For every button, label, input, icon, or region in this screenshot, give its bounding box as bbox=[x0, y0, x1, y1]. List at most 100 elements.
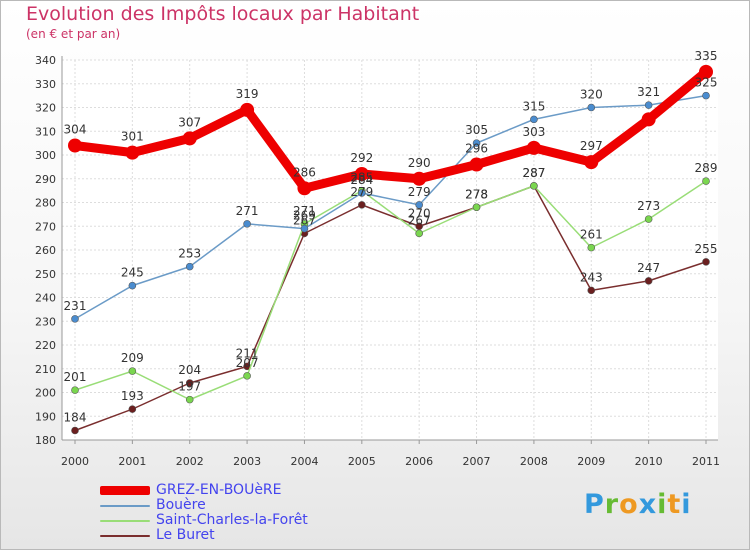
data-label: 209 bbox=[121, 351, 144, 365]
data-label: 269 bbox=[293, 209, 316, 223]
logo-letter: i bbox=[681, 489, 692, 520]
data-label: 231 bbox=[64, 299, 87, 313]
data-label: 289 bbox=[695, 161, 718, 175]
legend-item: Bouère bbox=[100, 498, 308, 513]
y-tick-label: 270 bbox=[35, 220, 56, 233]
data-label: 271 bbox=[293, 204, 316, 218]
series-line-0 bbox=[70, 67, 711, 193]
data-point bbox=[71, 386, 79, 394]
y-tick-label: 300 bbox=[35, 149, 56, 162]
data-label: 184 bbox=[64, 411, 87, 425]
data-point bbox=[699, 64, 713, 79]
data-label: 253 bbox=[178, 247, 201, 261]
series-line-1 bbox=[74, 94, 707, 320]
data-point bbox=[71, 426, 79, 435]
data-point bbox=[300, 224, 309, 233]
data-point bbox=[644, 215, 653, 223]
legend-label: Saint-Charles-la-Forêt bbox=[156, 512, 308, 528]
x-tick-label: 2011 bbox=[692, 455, 720, 468]
data-point bbox=[354, 167, 369, 181]
data-point bbox=[243, 220, 251, 228]
series bbox=[68, 64, 713, 435]
data-point bbox=[530, 115, 538, 124]
legend-item: GREZ-EN-BOUèRE bbox=[100, 483, 308, 498]
data-label: 270 bbox=[408, 206, 431, 220]
x-tick-label: 2002 bbox=[176, 455, 204, 468]
series-line-2 bbox=[74, 180, 707, 401]
x-tick-label: 2010 bbox=[635, 455, 663, 468]
legend-label: GREZ-EN-BOUèRE bbox=[156, 482, 282, 498]
data-label: 207 bbox=[236, 356, 259, 370]
data-label: 204 bbox=[178, 363, 201, 377]
data-point bbox=[415, 201, 423, 209]
data-point bbox=[125, 145, 140, 160]
data-point bbox=[358, 201, 366, 209]
data-label: 245 bbox=[121, 266, 144, 280]
y-tick-label: 240 bbox=[35, 292, 56, 305]
data-label: 211 bbox=[236, 346, 259, 360]
data-label: 319 bbox=[236, 87, 259, 101]
x-tick-label: 2003 bbox=[233, 455, 261, 468]
data-label: 304 bbox=[64, 123, 87, 137]
data-point bbox=[644, 277, 653, 285]
data-label: 279 bbox=[350, 185, 373, 199]
y-tick-label: 250 bbox=[35, 268, 56, 281]
x-tick-label: 2000 bbox=[61, 455, 89, 468]
data-label: 267 bbox=[408, 213, 431, 227]
data-point bbox=[185, 395, 194, 404]
legend-label: Le Buret bbox=[156, 527, 215, 543]
data-label: 278 bbox=[465, 187, 488, 201]
y-tick-label: 220 bbox=[35, 339, 56, 352]
y-tick-label: 330 bbox=[35, 78, 56, 91]
data-label: 285 bbox=[350, 171, 373, 185]
data-label: 247 bbox=[637, 261, 660, 275]
legend-item: Saint-Charles-la-Forêt bbox=[100, 513, 308, 528]
data-label: 271 bbox=[236, 204, 259, 218]
data-label: 193 bbox=[121, 389, 144, 403]
data-point bbox=[587, 243, 596, 252]
data-point bbox=[358, 189, 366, 197]
data-point bbox=[71, 315, 79, 323]
data-label: 325 bbox=[695, 76, 718, 90]
data-labels: 304 301 307 319 286 292 290 296 303 297 335 231 245 2… bbox=[64, 49, 718, 425]
data-label: 335 bbox=[695, 49, 718, 63]
legend-swatch bbox=[100, 534, 150, 537]
data-point bbox=[587, 103, 596, 112]
legend: GREZ-EN-BOUèRE Bouère Saint-Charles-la-For… bbox=[100, 483, 308, 543]
y-tick-label: 260 bbox=[35, 244, 56, 257]
data-label: 297 bbox=[580, 139, 603, 153]
x-tick-label: 2001 bbox=[118, 455, 146, 468]
x-tick-label: 2008 bbox=[520, 455, 548, 468]
data-point bbox=[641, 112, 656, 127]
x-tick-label: 2004 bbox=[290, 455, 318, 468]
legend-swatch bbox=[100, 519, 150, 522]
x-tick-label: 2006 bbox=[405, 455, 433, 468]
data-label: 315 bbox=[522, 99, 545, 113]
data-point bbox=[243, 372, 251, 380]
data-point bbox=[128, 281, 137, 290]
logo-letter: x bbox=[638, 489, 658, 520]
logo-letter: P bbox=[584, 489, 605, 520]
y-tick-label: 310 bbox=[35, 125, 56, 138]
data-label: 255 bbox=[695, 242, 718, 256]
data-label: 201 bbox=[64, 370, 87, 384]
data-label: 267 bbox=[293, 213, 316, 227]
data-label: 278 bbox=[465, 187, 488, 201]
data-point bbox=[587, 286, 596, 295]
data-label: 279 bbox=[408, 185, 431, 199]
data-label: 303 bbox=[522, 125, 545, 139]
y-tick-label: 290 bbox=[35, 173, 56, 186]
data-point bbox=[182, 131, 197, 146]
y-tick-label: 340 bbox=[35, 54, 56, 67]
data-label: 292 bbox=[350, 151, 373, 165]
logo-letter: o bbox=[619, 489, 639, 520]
data-point bbox=[412, 171, 427, 186]
data-label: 273 bbox=[637, 199, 660, 213]
logo-letter: i bbox=[657, 489, 668, 520]
data-label: 301 bbox=[121, 130, 144, 144]
data-point bbox=[472, 139, 481, 147]
grid bbox=[62, 59, 718, 441]
data-point bbox=[584, 155, 599, 170]
x-tick-label: 2007 bbox=[463, 455, 491, 468]
